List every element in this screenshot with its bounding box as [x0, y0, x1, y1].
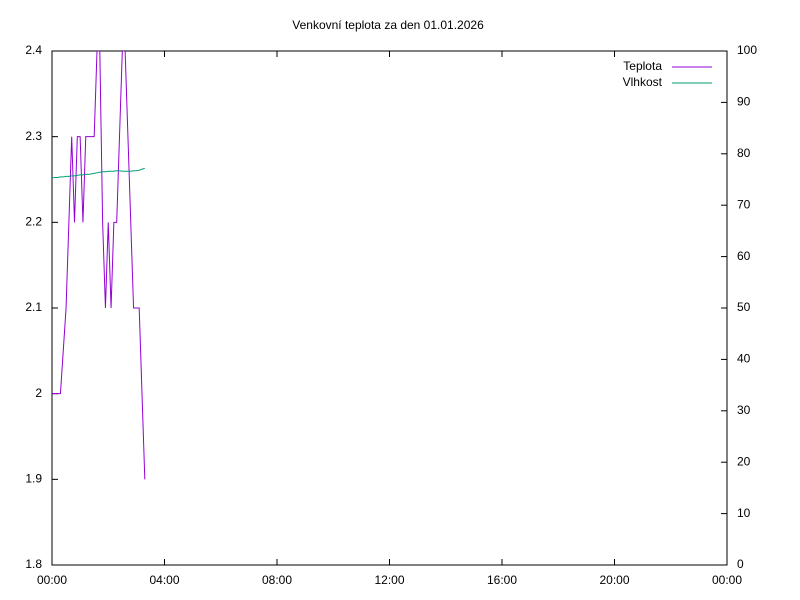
series-line	[52, 51, 146, 480]
y2-tick-label: 30	[737, 403, 751, 417]
y-tick-label: 1.8	[25, 557, 42, 571]
y2-tick-label: 0	[737, 557, 744, 571]
x-tick-label: 00:00	[712, 573, 742, 587]
x-tick-label: 12:00	[374, 573, 404, 587]
x-tick-label: 04:00	[149, 573, 179, 587]
y2-tick-label: 60	[737, 249, 751, 263]
chart-title: Venkovní teplota za den 01.01.2026	[292, 18, 484, 32]
y2-tick-label: 90	[737, 95, 751, 109]
legend-label: Vlhkost	[623, 75, 663, 89]
x-tick-label: 20:00	[599, 573, 629, 587]
y-tick-label: 2.3	[25, 129, 42, 143]
y-tick-label: 1.9	[25, 472, 42, 486]
series-line	[52, 167, 145, 179]
y2-tick-label: 20	[737, 454, 751, 468]
y-tick-label: 2	[35, 386, 42, 400]
y-tick-label: 2.1	[25, 300, 42, 314]
y2-tick-label: 10	[737, 506, 751, 520]
x-tick-label: 16:00	[487, 573, 517, 587]
y2-tick-label: 100	[737, 43, 757, 57]
y2-tick-label: 80	[737, 146, 751, 160]
y2-tick-label: 40	[737, 352, 751, 366]
legend-label: Teplota	[623, 59, 662, 73]
x-tick-label: 00:00	[37, 573, 67, 587]
y2-tick-label: 70	[737, 197, 751, 211]
y-tick-label: 2.4	[25, 43, 42, 57]
y-tick-label: 2.2	[25, 215, 42, 229]
x-tick-label: 08:00	[262, 573, 292, 587]
y2-tick-label: 50	[737, 300, 751, 314]
